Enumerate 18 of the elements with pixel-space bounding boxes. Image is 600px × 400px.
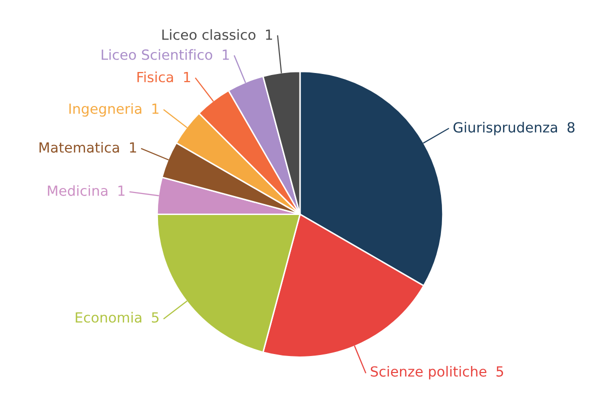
- slice-label: Economia: [76, 312, 142, 323]
- slice-label: Scienze politiche: [370, 366, 486, 380]
- data-label: 8: [568, 122, 574, 133]
- data-label: 1: [266, 30, 272, 40]
- slice-label: Fisica: [137, 72, 173, 82]
- slice-label: Medicina: [48, 185, 108, 196]
- slice-label: Liceo classico: [162, 29, 256, 40]
- data-label: 1: [130, 142, 136, 153]
- data-label: 5: [496, 366, 504, 377]
- slice-label: Giurisprudenza: [454, 122, 558, 136]
- data-label: 5: [152, 312, 158, 323]
- slice-label: Liceo Scientifico: [102, 49, 212, 60]
- slice-label: Ingegneria: [69, 103, 142, 117]
- slice-label: Matematica: [40, 142, 119, 153]
- data-label: 1: [152, 104, 158, 114]
- data-label: 1: [184, 72, 190, 82]
- data-label: 1: [118, 186, 124, 196]
- data-label: 1: [222, 50, 229, 60]
